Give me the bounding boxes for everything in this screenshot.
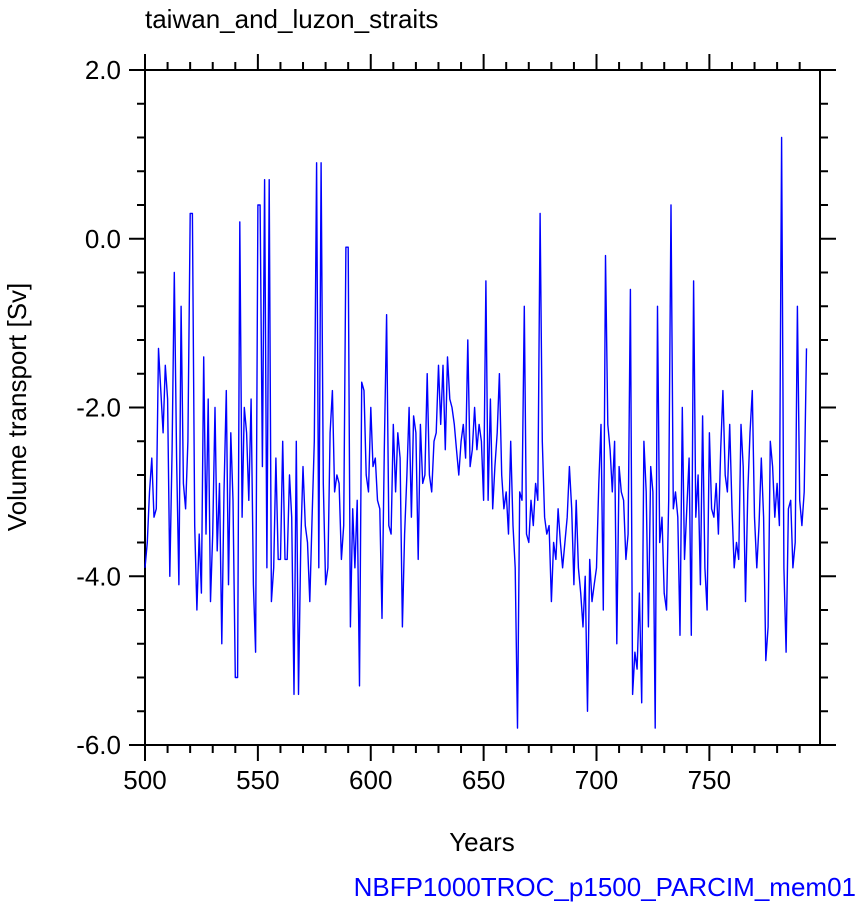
y-tick-label: 2.0 — [85, 55, 121, 85]
y-tick-label: 0.0 — [85, 224, 121, 254]
y-axis-ticks: -6.0 -4.0 -2.0 0.0 2.0 — [76, 55, 836, 760]
x-tick-label: 650 — [462, 765, 505, 795]
x-tick-label: 550 — [236, 765, 279, 795]
y-tick-label: -4.0 — [76, 561, 121, 591]
y-axis-label: Volume transport [Sv] — [2, 283, 32, 532]
y-tick-label: -2.0 — [76, 393, 121, 423]
y-tick-label: -6.0 — [76, 730, 121, 760]
plot-border — [144, 69, 821, 746]
x-tick-label: 500 — [123, 765, 166, 795]
chart-title: taiwan_and_luzon_straits — [145, 4, 439, 34]
x-tick-label: 600 — [349, 765, 392, 795]
x-tick-label: 700 — [575, 765, 618, 795]
x-axis-label: Years — [449, 827, 515, 857]
plot-frame — [144, 69, 821, 746]
series-line — [144, 136, 808, 729]
x-tick-label: 750 — [688, 765, 731, 795]
run-id-label: NBFP1000TROC_p1500_PARCIM_mem01 — [353, 872, 856, 902]
x-axis-ticks: 500 550 600 650 700 750 — [123, 54, 801, 795]
series-group — [144, 136, 808, 729]
